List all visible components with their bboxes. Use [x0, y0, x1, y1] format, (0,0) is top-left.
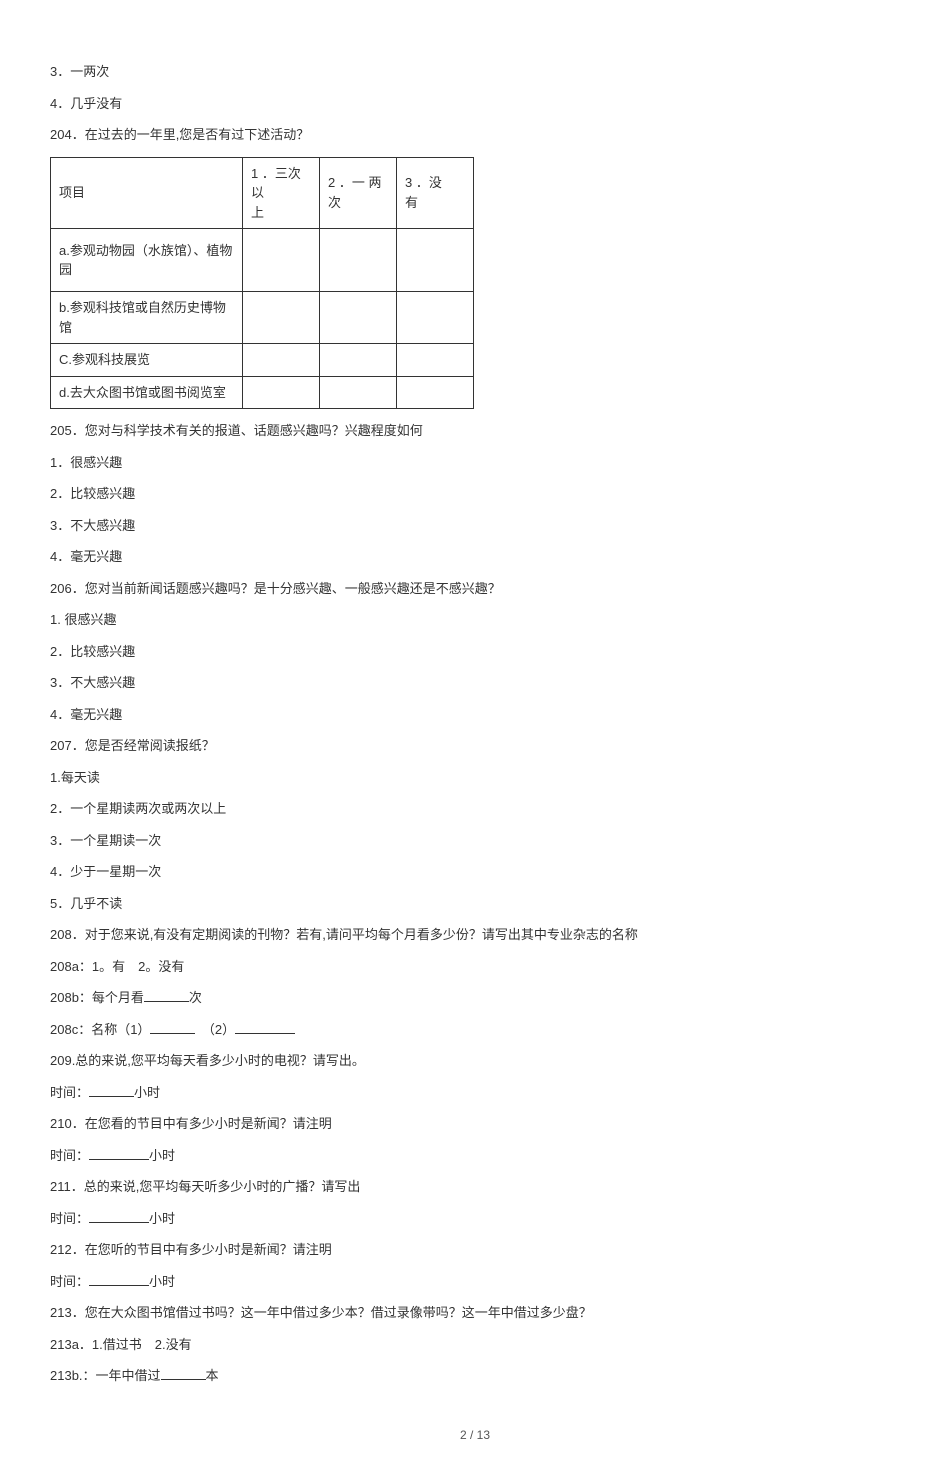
q213b-suf: 本 [206, 1368, 219, 1383]
q210-pre: 时间： [50, 1148, 89, 1163]
q205-o2: 2．比较感兴趣 [50, 484, 900, 504]
q208c-blank1[interactable] [150, 1020, 195, 1034]
q205-o3: 3．不大感兴趣 [50, 516, 900, 536]
cell[interactable] [320, 229, 397, 292]
page-footer: 2 / 13 [50, 1426, 900, 1444]
q212-blank[interactable] [89, 1272, 149, 1286]
q212-answer: 时间： 小时 [50, 1272, 900, 1292]
q213b-blank[interactable] [161, 1366, 206, 1380]
cell[interactable] [397, 292, 474, 344]
table-row: b.参观科技馆或自然历史博物馆 [51, 292, 474, 344]
q208c-pre: 208c：名称（1） [50, 1022, 150, 1037]
q204-prompt: 204．在过去的一年里,您是否有过下述活动？ [50, 125, 900, 145]
cell[interactable] [243, 344, 320, 377]
q209-prompt: 209.总的来说,您平均每天看多少小时的电视？请写出。 [50, 1051, 900, 1071]
table-row: C.参观科技展览 [51, 344, 474, 377]
q207-o5: 5．几乎不读 [50, 894, 900, 914]
q212-suf: 小时 [149, 1274, 175, 1289]
q209-answer: 时间： 小时 [50, 1083, 900, 1103]
q211-pre: 时间： [50, 1211, 89, 1226]
q209-pre: 时间： [50, 1085, 89, 1100]
cell[interactable] [397, 376, 474, 409]
row-b-label: b.参观科技馆或自然历史博物馆 [51, 292, 243, 344]
q209-blank[interactable] [89, 1083, 134, 1097]
q211-answer: 时间： 小时 [50, 1209, 900, 1229]
q208b-pre: 208b：每个月看 [50, 990, 144, 1005]
row-c-label: C.参观科技展览 [51, 344, 243, 377]
cell[interactable] [320, 376, 397, 409]
q207-o3: 3．一个星期读一次 [50, 831, 900, 851]
q207-o4: 4．少于一星期一次 [50, 862, 900, 882]
q213b-pre: 213b.：一年中借过 [50, 1368, 161, 1383]
q211-suf: 小时 [149, 1211, 175, 1226]
q211-blank[interactable] [89, 1209, 149, 1223]
q213b: 213b.：一年中借过 本 [50, 1366, 900, 1386]
header-item: 项目 [51, 157, 243, 229]
row-d-label: d.去大众图书馆或图书阅览室 [51, 376, 243, 409]
table-row: a.参观动物园（水族馆）、植物园 [51, 229, 474, 292]
q207-prompt: 207．您是否经常阅读报纸？ [50, 736, 900, 756]
q208a: 208a：1。有 2。没有 [50, 957, 900, 977]
q206-prompt: 206．您对当前新闻话题感兴趣吗？是十分感兴趣、一般感兴趣还是不感兴趣？ [50, 579, 900, 599]
q208b: 208b：每个月看 次 [50, 988, 900, 1008]
q212-prompt: 212．在您听的节目中有多少小时是新闻？请注明 [50, 1240, 900, 1260]
q204-table: 项目 1 ．三次以上 2 ．一 两次 3 ．没有 a.参观动物园（水族馆）、植物… [50, 157, 474, 410]
q210-prompt: 210．在您看的节目中有多少小时是新闻？请注明 [50, 1114, 900, 1134]
q205-prompt: 205．您对与科学技术有关的报道、话题感兴趣吗？兴趣程度如何 [50, 421, 900, 441]
header-col3a: 3 ．没有 [397, 157, 474, 229]
q206-o4: 4．毫无兴趣 [50, 705, 900, 725]
q206-o1: 1. 很感兴趣 [50, 610, 900, 630]
q206-o3: 3．不大感兴趣 [50, 673, 900, 693]
q210-blank[interactable] [89, 1146, 149, 1160]
header-col1a: 1 ．三次以上 [243, 157, 320, 229]
q207-o2: 2．一个星期读两次或两次以上 [50, 799, 900, 819]
q208b-suf: 次 [189, 990, 202, 1005]
q210-answer: 时间： 小时 [50, 1146, 900, 1166]
q208-prompt: 208．对于您来说,有没有定期阅读的刊物？若有,请问平均每个月看多少份？请写出其… [50, 925, 900, 945]
option-3: 3．一两次 [50, 62, 900, 82]
table-header-row: 项目 1 ．三次以上 2 ．一 两次 3 ．没有 [51, 157, 474, 229]
q208c-mid: （2） [195, 1022, 235, 1037]
q212-pre: 时间： [50, 1274, 89, 1289]
q208c: 208c：名称（1） （2） [50, 1020, 900, 1040]
cell[interactable] [397, 344, 474, 377]
q208b-blank[interactable] [144, 988, 189, 1002]
q209-suf: 小时 [134, 1085, 160, 1100]
q208c-blank2[interactable] [235, 1020, 295, 1034]
cell[interactable] [243, 229, 320, 292]
q206-o2: 2．比较感兴趣 [50, 642, 900, 662]
cell[interactable] [320, 344, 397, 377]
q213a: 213a．1.借过书 2.没有 [50, 1335, 900, 1355]
cell[interactable] [243, 292, 320, 344]
cell[interactable] [243, 376, 320, 409]
q207-o1: 1.每天读 [50, 768, 900, 788]
q205-o1: 1．很感兴趣 [50, 453, 900, 473]
q205-o4: 4．毫无兴趣 [50, 547, 900, 567]
cell[interactable] [320, 292, 397, 344]
cell[interactable] [397, 229, 474, 292]
header-col2a: 2 ．一 两次 [320, 157, 397, 229]
q213-prompt: 213．您在大众图书馆借过书吗？这一年中借过多少本？借过录像带吗？这一年中借过多… [50, 1303, 900, 1323]
q211-prompt: 211．总的来说,您平均每天听多少小时的广播？请写出 [50, 1177, 900, 1197]
table-row: d.去大众图书馆或图书阅览室 [51, 376, 474, 409]
q210-suf: 小时 [149, 1148, 175, 1163]
row-a-label: a.参观动物园（水族馆）、植物园 [51, 229, 243, 292]
option-4: 4．几乎没有 [50, 94, 900, 114]
